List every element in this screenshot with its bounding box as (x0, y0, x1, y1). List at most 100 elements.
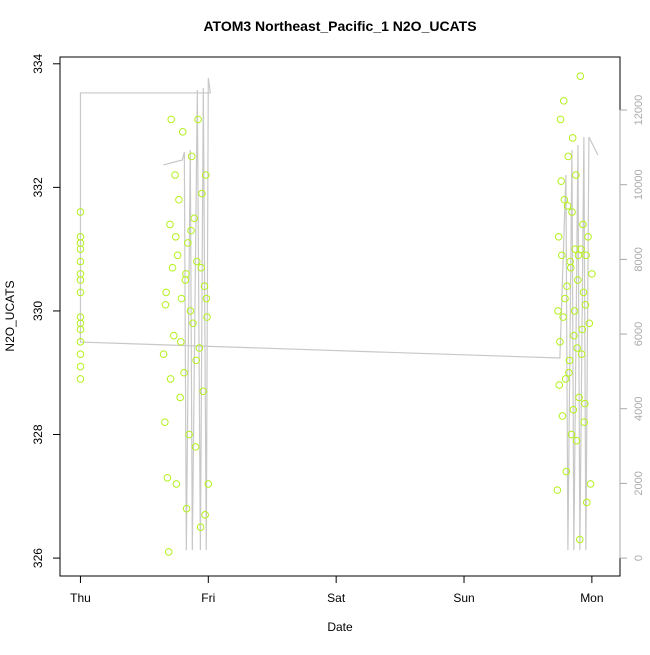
data-point (164, 548, 173, 556)
data-point (199, 387, 207, 396)
data-point (556, 338, 564, 346)
data-point (559, 97, 568, 105)
data-point (196, 523, 205, 531)
data-point (204, 480, 213, 488)
y-tick-label: 328 (31, 424, 45, 444)
data-point (586, 480, 595, 488)
data-point (555, 381, 564, 389)
y-tick-label: 330 (31, 301, 45, 321)
data-point (185, 430, 193, 439)
data-point (574, 276, 582, 284)
chart-title: ATOM3 Northeast_Pacific_1 N2O_UCATS (203, 18, 476, 34)
data-point (177, 294, 186, 303)
data-point (171, 171, 179, 179)
y2-tick-label: 10000 (633, 169, 645, 200)
data-point (576, 72, 585, 80)
data-point (575, 535, 584, 544)
data-point (585, 319, 594, 328)
x-tick-label: Mon (580, 591, 603, 605)
data-point (573, 344, 581, 352)
data-point (182, 270, 190, 278)
data-point (202, 294, 211, 303)
data-point (192, 356, 200, 365)
data-point (173, 251, 182, 260)
x-tick-label: Sat (327, 591, 346, 605)
data-point (582, 498, 591, 507)
x-axis-label: Date (327, 620, 353, 634)
data-point (558, 251, 566, 260)
data-point (161, 300, 170, 309)
data-point (76, 325, 85, 334)
data-point (588, 270, 596, 278)
data-point (563, 202, 572, 210)
data-point (162, 288, 170, 297)
data-point (561, 375, 570, 383)
data-point (187, 226, 195, 235)
data-point (195, 344, 204, 352)
data-point (194, 115, 202, 124)
data-point (166, 375, 175, 383)
data-point (176, 393, 184, 402)
data-point (178, 127, 187, 136)
data-point (581, 300, 590, 309)
data-point (198, 189, 206, 198)
data-point (580, 418, 589, 426)
y2-tick-label: 12000 (633, 95, 645, 126)
data-point (572, 436, 581, 445)
data-point (565, 356, 574, 365)
data-point (167, 115, 176, 124)
data-point (186, 307, 195, 315)
data-point (161, 418, 169, 426)
data-point (203, 313, 211, 321)
data-point (571, 245, 580, 253)
data-point (581, 399, 589, 408)
y-axis-label: N2O_UCATS (3, 280, 17, 351)
data-point (563, 282, 571, 291)
data-point (159, 350, 168, 358)
data-point (166, 220, 174, 229)
data-point (76, 288, 85, 297)
y-tick-label: 332 (31, 177, 45, 197)
data-point (579, 220, 587, 229)
data-point (76, 257, 85, 266)
data-point (556, 115, 565, 124)
data-point (574, 251, 583, 260)
data-point (76, 362, 85, 371)
data-point (564, 152, 573, 161)
data-point (572, 171, 580, 179)
data-point (197, 263, 206, 272)
data-point (169, 331, 178, 340)
data-point (180, 368, 188, 377)
data-point (172, 480, 181, 488)
data-point (189, 319, 197, 328)
data-point (76, 208, 85, 216)
data-point (76, 350, 85, 358)
data-point (557, 177, 565, 185)
data-point (559, 313, 567, 321)
data-point (561, 294, 569, 303)
data-point (191, 443, 200, 451)
data-point (171, 232, 180, 241)
data-point (190, 214, 199, 223)
data-point (575, 393, 583, 402)
data-point (76, 375, 85, 383)
data-point (567, 430, 576, 439)
y-tick-label: 326 (31, 548, 45, 568)
y-tick-label: 334 (31, 53, 45, 73)
data-point (175, 195, 183, 204)
data-point (187, 152, 196, 161)
data-point (568, 134, 577, 142)
data-point (554, 232, 563, 241)
data-point (584, 232, 592, 241)
line-series (79, 77, 599, 551)
data-point (570, 331, 578, 340)
data-point (558, 412, 567, 420)
x-tick-label: Sun (453, 591, 474, 605)
data-point (568, 208, 576, 216)
y2-tick-label: 2000 (633, 471, 645, 495)
data-point (201, 511, 209, 519)
data-point (76, 276, 85, 284)
data-point (76, 338, 85, 346)
